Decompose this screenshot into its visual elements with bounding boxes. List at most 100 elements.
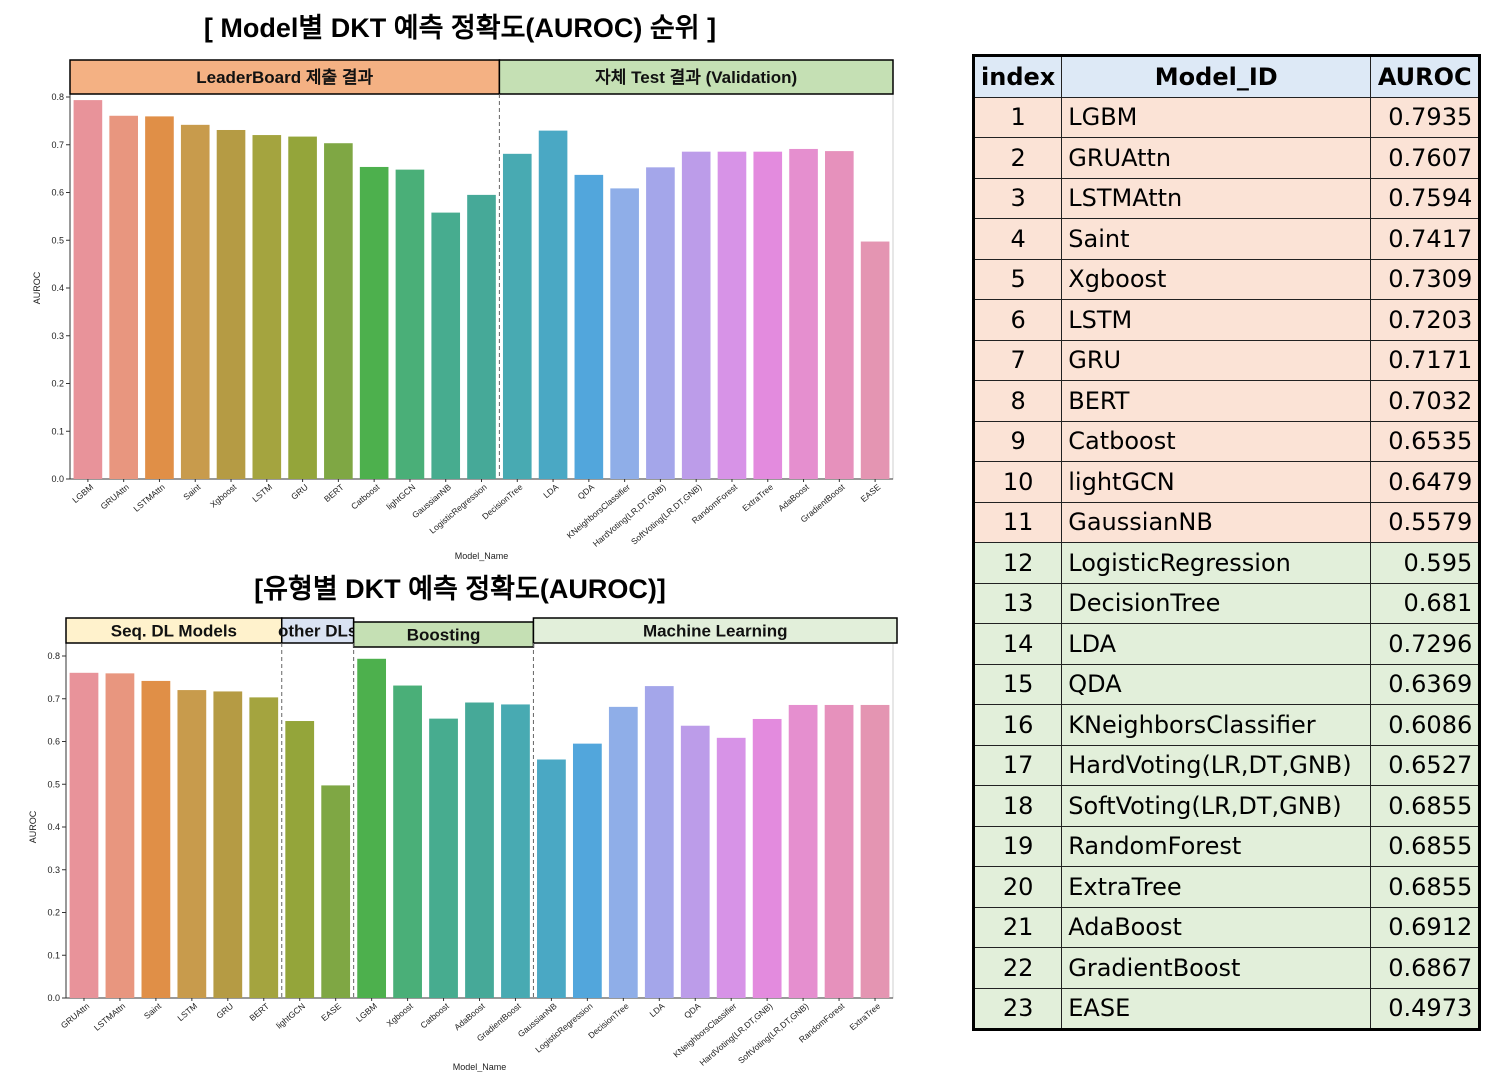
cell-model-id: ExtraTree	[1061, 866, 1372, 908]
cell-model-id: QDA	[1061, 663, 1372, 705]
y-tick-label: 0.6	[51, 188, 64, 198]
bar	[105, 673, 135, 998]
table-row: 1 LGBM 0.7935	[972, 96, 1481, 138]
table-row: 13 DecisionTree 0.681	[972, 582, 1481, 624]
x-tick-label: EASE	[319, 1001, 343, 1023]
y-tick-label: 0.5	[51, 235, 64, 245]
cell-index: 13	[972, 582, 1063, 624]
x-tick-label: SoftVoting(LR,DT,GNB)	[736, 1001, 811, 1066]
table-row: 11 GaussianNB 0.5579	[972, 501, 1481, 543]
y-tick-label: 0.6	[47, 737, 60, 747]
cell-auroc: 0.5579	[1370, 501, 1481, 543]
cell-auroc: 0.7607	[1370, 137, 1481, 179]
cell-index: 15	[972, 663, 1063, 705]
x-tick-label: LGBM	[354, 1001, 379, 1024]
cell-model-id: GRU	[1061, 339, 1372, 381]
cell-model-id: AdaBoost	[1061, 906, 1372, 948]
bar	[324, 143, 353, 480]
cell-auroc: 0.4973	[1370, 987, 1481, 1030]
auroc-table: index Model_ID AUROC 1 LGBM 0.7935 2 GRUAttn…	[972, 54, 1482, 1031]
cell-model-id: SoftVoting(LR,DT,GNB)	[1061, 785, 1372, 827]
cell-index: 4	[972, 218, 1063, 260]
bar	[610, 188, 639, 479]
bar	[321, 785, 351, 998]
bar	[717, 151, 747, 479]
table-row: 4 Saint 0.7417	[972, 218, 1481, 260]
group-header	[280, 617, 355, 644]
x-tick-label: KNeighborsClassifier	[671, 1001, 738, 1060]
cell-index: 3	[972, 177, 1063, 219]
table-row: 22 GradientBoost 0.6867	[972, 947, 1481, 989]
y-tick-label: 0.8	[47, 651, 60, 661]
x-tick-label: LSTMAttn	[131, 482, 167, 514]
bar	[145, 116, 174, 479]
group-header	[352, 621, 535, 648]
table-row: 18 SoftVoting(LR,DT,GNB) 0.6855	[972, 785, 1481, 827]
group-header	[532, 617, 898, 644]
cell-index: 23	[972, 987, 1063, 1030]
table-row: 21 AdaBoost 0.6912	[972, 906, 1481, 948]
table-row: 12 LogisticRegression 0.595	[972, 542, 1481, 584]
bar	[502, 153, 532, 479]
bar	[825, 151, 854, 479]
cell-auroc: 0.6867	[1370, 947, 1481, 989]
bar	[288, 136, 317, 479]
cell-auroc: 0.7935	[1370, 96, 1481, 138]
x-tick-label: GRUAttn	[98, 482, 131, 512]
table-row: 16 KNeighborsClassifier 0.6086	[972, 704, 1481, 746]
bar	[213, 691, 243, 998]
cell-auroc: 0.7594	[1370, 177, 1481, 219]
bar	[359, 166, 389, 480]
header-auroc: AUROC	[1370, 55, 1481, 98]
y-tick-label: 0.0	[47, 993, 60, 1003]
x-axis-label: Model_Name	[453, 1062, 507, 1072]
bar	[680, 725, 710, 998]
bar	[431, 212, 461, 479]
bar	[788, 704, 818, 998]
chart-title-bottom: [유형별 DKT 예측 정확도(AUROC)]	[254, 574, 666, 604]
y-tick-label: 0.8	[51, 92, 64, 102]
bar	[249, 697, 279, 998]
bar	[252, 135, 282, 479]
bar	[216, 129, 246, 480]
table-row: 9 Catboost 0.6535	[972, 420, 1481, 462]
table-row: 5 Xgboost 0.7309	[972, 258, 1481, 300]
table-row: 10 lightGCN 0.6479	[972, 461, 1481, 503]
bar	[537, 759, 566, 998]
bar	[393, 685, 422, 998]
group-header-label: LeaderBoard 제출 결과	[196, 68, 373, 87]
bar	[109, 115, 138, 479]
bar	[501, 704, 530, 998]
x-tick-label: QDA	[682, 1001, 703, 1021]
x-tick-label: Xgboost	[385, 1000, 416, 1028]
bar	[572, 743, 602, 998]
bar	[608, 706, 638, 998]
y-tick-label: 0.4	[51, 283, 64, 293]
x-tick-label: AdaBoost	[776, 481, 811, 513]
table-row: 19 RandomForest 0.6855	[972, 825, 1481, 867]
x-tick-label: Catboost	[418, 1000, 451, 1030]
x-tick-label: LSTM	[175, 1001, 199, 1023]
table-row: 14 LDA 0.7296	[972, 623, 1481, 665]
x-axis-label: Model_Name	[455, 551, 509, 561]
cell-auroc: 0.6855	[1370, 825, 1481, 867]
x-tick-label: Catboost	[349, 481, 382, 511]
y-axis-label: AUROC	[28, 810, 38, 843]
cell-model-id: DecisionTree	[1061, 582, 1372, 624]
cell-index: 9	[972, 420, 1063, 462]
cell-model-id: Saint	[1061, 218, 1372, 260]
cell-model-id: lightGCN	[1061, 461, 1372, 503]
cell-index: 12	[972, 542, 1063, 584]
cell-index: 8	[972, 380, 1063, 422]
bar	[860, 704, 890, 998]
x-tick-label: lightGCN	[274, 1001, 307, 1031]
group-header-label: Machine Learning	[643, 622, 788, 641]
bar	[752, 718, 782, 998]
group-header	[65, 617, 283, 644]
cell-auroc: 0.6855	[1370, 785, 1481, 827]
y-tick-label: 0.1	[51, 426, 64, 436]
bar	[429, 718, 458, 998]
y-tick-label: 0.5	[47, 779, 60, 789]
